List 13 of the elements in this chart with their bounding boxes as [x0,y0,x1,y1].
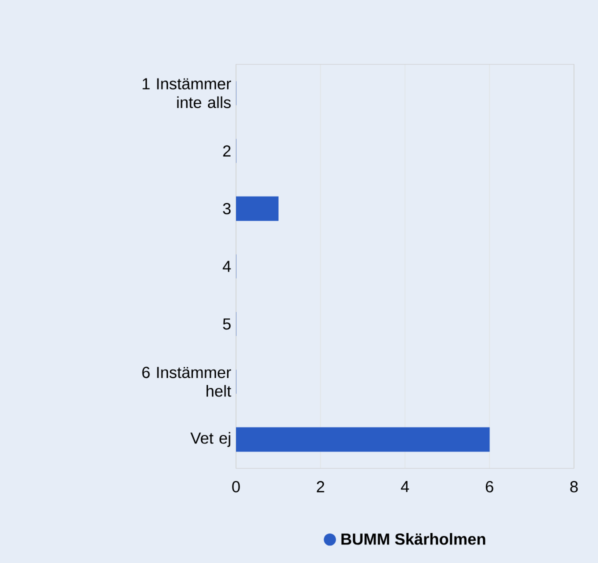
y-tick-label: Vet ej [190,432,230,447]
x-tick-label: 4 [400,481,409,492]
x-tick-label: 0 [232,481,240,492]
y-tick-label: 2 [223,145,230,156]
y-tick-label: 5 [223,318,231,330]
y-tick-label: 4 [222,260,231,272]
y-tick-label: 1 Instämmer inte alls [142,78,232,108]
x-tick-label: 2 [316,481,324,492]
y-tick-label: 3 [223,202,231,214]
legend-label: BUMM Skärholmen [341,533,486,545]
x-tick-label: 6 [486,481,494,492]
x-tick-label: 8 [570,481,578,492]
y-tick-label: 6 Instämmer helt [142,366,232,397]
